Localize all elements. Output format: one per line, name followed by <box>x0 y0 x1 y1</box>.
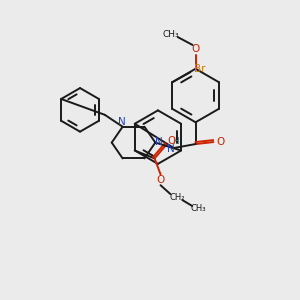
Text: O: O <box>216 137 224 147</box>
Text: O: O <box>191 44 200 54</box>
Text: H: H <box>172 136 179 146</box>
Text: N: N <box>118 117 125 127</box>
Text: Br: Br <box>194 64 206 74</box>
Text: CH₂: CH₂ <box>169 193 185 202</box>
Text: CH₃: CH₃ <box>190 204 206 213</box>
Text: CH₃: CH₃ <box>163 30 179 39</box>
Text: O: O <box>167 136 175 146</box>
Text: N: N <box>155 136 163 147</box>
Text: N: N <box>167 144 175 154</box>
Text: O: O <box>156 175 165 185</box>
